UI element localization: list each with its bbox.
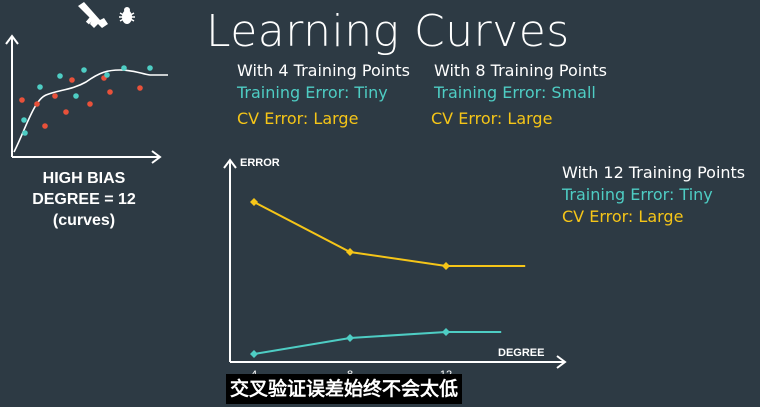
gun-icon bbox=[78, 2, 108, 28]
chart-axes bbox=[223, 158, 567, 369]
y-axis-label: ERROR bbox=[240, 157, 280, 169]
bias-fit-curve bbox=[13, 69, 168, 153]
data-point bbox=[52, 93, 58, 99]
slide-title: Learning Curves bbox=[206, 6, 570, 57]
data-point bbox=[34, 101, 40, 107]
cv-error-point bbox=[250, 198, 258, 206]
train-error-point bbox=[442, 328, 450, 336]
data-point bbox=[137, 85, 143, 91]
note-training-error: Training Error: Tiny bbox=[562, 185, 713, 204]
train-error-point bbox=[250, 350, 258, 358]
note-cv-error: CV Error: Large bbox=[562, 207, 684, 226]
bias-axes bbox=[5, 34, 162, 164]
cv-error-point bbox=[442, 262, 450, 270]
note-cv-error: CV Error: Large bbox=[237, 109, 359, 128]
data-point bbox=[37, 84, 43, 90]
data-point bbox=[87, 101, 93, 107]
data-point bbox=[81, 67, 87, 73]
note-training-error: Training Error: Small bbox=[434, 83, 596, 102]
plot-area bbox=[250, 198, 526, 358]
subtitle-caption: 交叉验证误差始终不会太低 bbox=[226, 374, 463, 404]
data-point bbox=[69, 77, 75, 83]
data-point bbox=[63, 109, 69, 115]
data-point bbox=[147, 65, 153, 71]
data-point bbox=[107, 89, 113, 95]
note-cv-error: CV Error: Large bbox=[431, 109, 553, 128]
note-heading: With 4 Training Points bbox=[237, 61, 410, 80]
data-point bbox=[104, 72, 110, 78]
x-axis-label: DEGREE bbox=[498, 347, 544, 359]
cv-error-line bbox=[253, 201, 526, 267]
note-heading: With 8 Training Points bbox=[434, 61, 607, 80]
cv-error-point bbox=[346, 248, 354, 256]
bias-caption: HIGH BIAS DEGREE = 12 (curves) bbox=[14, 168, 154, 231]
data-point bbox=[73, 93, 79, 99]
data-point bbox=[57, 73, 63, 79]
data-point bbox=[121, 65, 127, 71]
note-training-error: Training Error: Tiny bbox=[237, 83, 388, 102]
bias-caption-line3: (curves) bbox=[52, 212, 116, 229]
bias-data-points bbox=[19, 65, 153, 136]
note-12-points: With 12 Training Points Training Error: … bbox=[562, 162, 745, 228]
note-8-points: With 8 Training Points Training Error: S… bbox=[431, 60, 607, 130]
note-4-points: With 4 Training Points Training Error: T… bbox=[237, 60, 410, 130]
data-point bbox=[22, 130, 28, 136]
data-point bbox=[21, 117, 27, 123]
train-error-point bbox=[346, 334, 354, 342]
note-heading: With 12 Training Points bbox=[562, 163, 746, 182]
train-error-line bbox=[253, 331, 502, 355]
bug-icon bbox=[119, 7, 135, 24]
bias-caption-line1: HIGH BIAS bbox=[42, 170, 126, 187]
bias-caption-line2: DEGREE = 12 bbox=[32, 191, 136, 208]
data-point bbox=[19, 97, 25, 103]
data-point bbox=[42, 123, 48, 129]
